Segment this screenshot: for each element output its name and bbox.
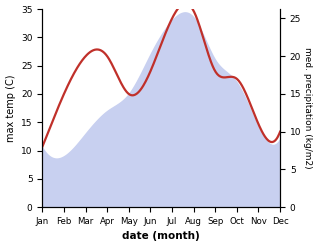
Y-axis label: med. precipitation (kg/m2): med. precipitation (kg/m2) [303, 47, 313, 169]
X-axis label: date (month): date (month) [122, 231, 200, 242]
Y-axis label: max temp (C): max temp (C) [5, 74, 16, 142]
